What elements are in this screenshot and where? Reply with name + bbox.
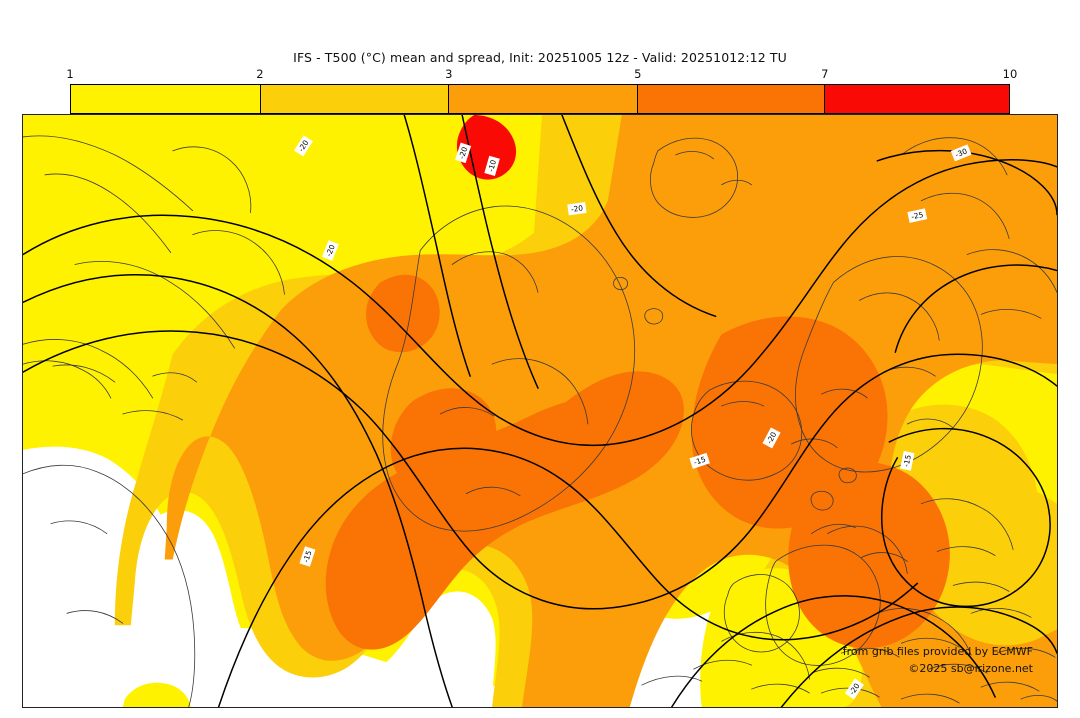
- colorbar-segment-1-2: [71, 85, 261, 113]
- svg-text:-30: -30: [954, 146, 969, 159]
- contour-minus20-b: [461, 115, 539, 389]
- svg-text:-20: -20: [570, 203, 583, 214]
- spread-band-5-7-nw-tail: [366, 274, 440, 353]
- spread-yellow-island-sw: [122, 682, 191, 707]
- spread-band-5-7-greenland-arc: [325, 371, 684, 650]
- colorbar-segment-7-10: [825, 85, 1009, 113]
- colorbar-segment-2-3: [260, 85, 450, 113]
- colorbar-ticks: 1 2 3 5 7 10: [66, 67, 1017, 83]
- contour-label: -20: [294, 135, 313, 157]
- contour-label: -10: [484, 155, 500, 176]
- contour-label: -15: [299, 546, 316, 567]
- svg-text:-20: -20: [324, 243, 337, 258]
- contour-minus20-long: [23, 159, 1057, 447]
- colorbar-segment-3-5: [449, 85, 639, 113]
- spread-yellow-lobe-east: [901, 364, 1057, 504]
- svg-text:-15: -15: [693, 455, 708, 467]
- contour-label: -15: [900, 450, 915, 471]
- spread-band-5-7-west-lobe: [390, 388, 497, 494]
- svg-text:-15: -15: [301, 549, 313, 564]
- page-title: IFS - T500 (°C) mean and spread, Init: 2…: [293, 50, 787, 65]
- contour-label: -20: [762, 427, 781, 449]
- contour-label: -20: [844, 678, 864, 700]
- contour-label: -30: [950, 144, 972, 162]
- colorbar: 1 2 3 5 7 10: [66, 67, 1017, 114]
- contour-label: -15: [689, 452, 710, 469]
- coastlines: [23, 135, 1057, 707]
- colorbar-tick-3: 3: [445, 67, 453, 81]
- svg-text:-15: -15: [902, 454, 913, 468]
- mean-contours: [23, 115, 1057, 707]
- contour-minus10-se: [670, 595, 996, 707]
- contour-minus20-west: [23, 274, 453, 707]
- svg-text:-20: -20: [457, 145, 469, 160]
- spread-shading: [23, 115, 1057, 707]
- contour-minus20-farnorth: [561, 115, 717, 318]
- map-svg: -20 -20 -20 -10 -20 -25: [23, 115, 1057, 707]
- colorbar-tick-5: 5: [634, 67, 642, 81]
- colorbar-gradient: [70, 84, 1010, 114]
- contour-label: -20: [321, 240, 339, 261]
- map-canvas[interactable]: -20 -20 -20 -10 -20 -25: [22, 114, 1058, 708]
- contour-minus15-sweep: [217, 447, 919, 707]
- contour-label: -25: [907, 208, 928, 223]
- contour-minus15-center: [23, 330, 1057, 610]
- colorbar-tick-1: 1: [66, 67, 74, 81]
- contour-minus20-south: [780, 606, 1057, 707]
- contour-minus30: [876, 149, 1057, 216]
- colorbar-segment-5-7: [638, 85, 825, 113]
- colorbar-tick-7: 7: [821, 67, 829, 81]
- svg-text:-25: -25: [910, 210, 924, 221]
- contour-minus25: [894, 264, 1057, 353]
- colorbar-tick-10: 10: [1002, 67, 1018, 81]
- colorbar-tick-2: 2: [256, 67, 264, 81]
- spread-band-7-10-core: [456, 115, 517, 180]
- contour-label: -20: [455, 142, 472, 164]
- svg-text:-10: -10: [486, 159, 498, 173]
- contour-minus15-east: [881, 427, 1051, 608]
- contour-label-group: -20 -20 -20 -10 -20 -25: [294, 135, 972, 700]
- contour-minus20-north: [403, 115, 471, 377]
- contour-label: -20: [567, 202, 587, 216]
